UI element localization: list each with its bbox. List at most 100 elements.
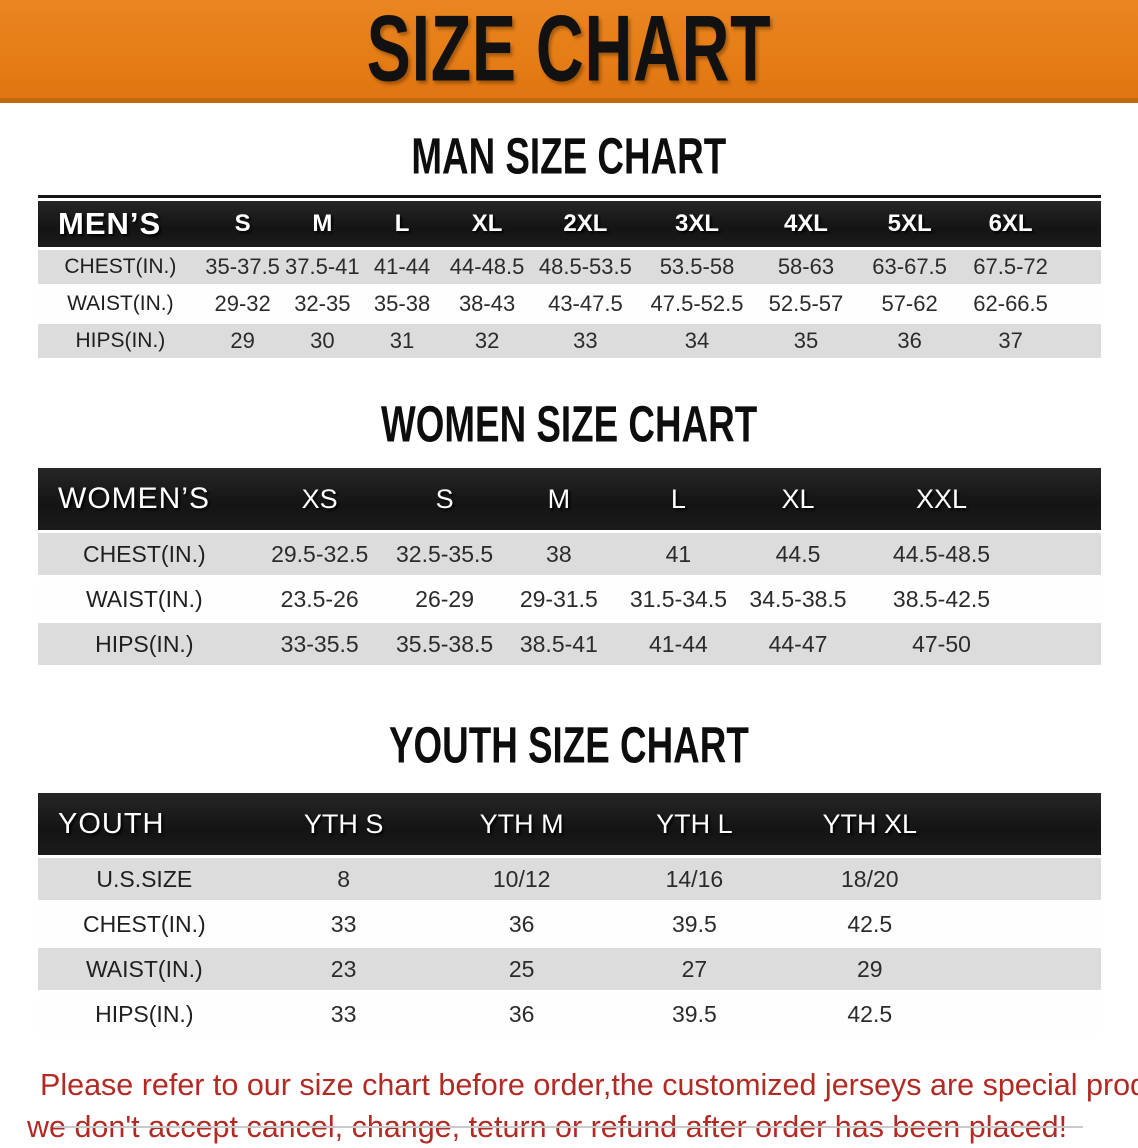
men-chest-row-cell-8: 63-67.5 (856, 250, 963, 284)
men-chest-row-cell-2: 37.5-41 (282, 250, 363, 284)
men-waist-row-cell-2: 32-35 (282, 287, 363, 321)
youth-hips-row-spacer-cell (957, 993, 1101, 1035)
women-header-row-cell-0: WOMEN’S (38, 468, 251, 530)
women-section-title: WOMEN SIZE CHART (0, 395, 1138, 452)
men-waist-row-cell-1: 29-32 (202, 287, 283, 321)
men-header-row-cell-4: XL (441, 201, 533, 247)
women-waist-row-cell-2: 26-29 (388, 578, 501, 620)
men-hips-row-cell-3: 31 (362, 324, 442, 358)
women-header-row-cell-1: XS (250, 468, 389, 530)
men-waist-row-cell-5: 43-47.5 (532, 287, 639, 321)
men-chest-row-spacer-cell (1058, 250, 1101, 284)
men-header-row-cell-1: S (202, 201, 283, 247)
men-chest-row-cell-3: 41-44 (362, 250, 442, 284)
men-header-row-cell-8: 5XL (856, 201, 963, 247)
youth-chest-row: CHEST(IN.) 33 36 39.5 42.5 (38, 903, 1101, 945)
men-waist-row: WAIST(IN.) 29-32 32-35 35-38 38-43 43-47.5 47.… (38, 287, 1101, 321)
youth-hips-row-cell-2: 36 (436, 993, 607, 1035)
youth-hips-row-cell-0: HIPS(IN.) (38, 993, 251, 1035)
men-chest-row-cell-4: 44-48.5 (441, 250, 533, 284)
youth-ussize-row-spacer-cell (957, 858, 1101, 900)
youth-waist-row-cell-3: 27 (606, 948, 783, 990)
women-hips-row-cell-0: HIPS(IN.) (38, 623, 251, 665)
men-chest-row-cell-5: 48.5-53.5 (532, 250, 639, 284)
women-hips-row-spacer-cell (1026, 623, 1101, 665)
women-waist-row-cell-0: WAIST(IN.) (38, 578, 251, 620)
women-chest-row-cell-5: 44.5 (739, 533, 857, 575)
men-header-row-cell-5: 2XL (532, 201, 639, 247)
women-chest-row-cell-1: 29.5-32.5 (250, 533, 389, 575)
men-waist-row-cell-6: 47.5-52.5 (638, 287, 756, 321)
women-header-row-spacer-cell (1026, 468, 1101, 530)
men-waist-row-cell-4: 38-43 (441, 287, 533, 321)
men-header-row-cell-2: M (282, 201, 363, 247)
women-waist-row-cell-5: 34.5-38.5 (739, 578, 857, 620)
men-hips-row-cell-6: 34 (638, 324, 756, 358)
youth-chest-row-cell-4: 42.5 (782, 903, 958, 945)
youth-ussize-row-cell-3: 14/16 (606, 858, 783, 900)
men-hips-row-cell-9: 37 (962, 324, 1059, 358)
men-hips-row-cell-1: 29 (202, 324, 283, 358)
youth-section-title: YOUTH SIZE CHART (0, 716, 1138, 774)
women-waist-row-spacer-cell (1026, 578, 1101, 620)
women-header-row-cell-4: L (617, 468, 740, 530)
youth-header-row-cell-2: YTH M (436, 793, 607, 855)
youth-chest-row-cell-2: 36 (436, 903, 607, 945)
men-section-title: MAN SIZE CHART (0, 127, 1138, 184)
youth-ussize-row-cell-2: 10/12 (436, 858, 607, 900)
women-chest-row-cell-3: 38 (500, 533, 618, 575)
men-header-row-cell-0: MEN’S (38, 201, 203, 247)
women-chest-row-cell-6: 44.5-48.5 (856, 533, 1027, 575)
men-header-row-spacer-cell (1058, 201, 1101, 247)
youth-waist-row-cell-4: 29 (782, 948, 958, 990)
youth-section-title-text: YOUTH SIZE CHART (389, 716, 749, 774)
youth-size-table: YOUTH YTH S YTH M YTH L YTH XL U.S.SIZE 8 10/1… (38, 790, 1101, 1038)
youth-chest-row-cell-0: CHEST(IN.) (38, 903, 251, 945)
youth-waist-row-cell-0: WAIST(IN.) (38, 948, 251, 990)
youth-header-row-cell-1: YTH S (250, 793, 437, 855)
women-hips-row-cell-3: 38.5-41 (500, 623, 618, 665)
women-chest-row-cell-0: CHEST(IN.) (38, 533, 251, 575)
mens-size-table: MEN’S S M L XL 2XL 3XL 4XL 5XL 6XL CHEST(IN.) 35-3… (38, 195, 1101, 361)
women-hips-row-cell-2: 35.5-38.5 (388, 623, 501, 665)
men-hips-row: HIPS(IN.) 29 30 31 32 33 34 35 36 37 (38, 324, 1101, 358)
youth-chest-row-cell-3: 39.5 (606, 903, 783, 945)
men-hips-row-cell-4: 32 (441, 324, 533, 358)
youth-ussize-row: U.S.SIZE 8 10/12 14/16 18/20 (38, 858, 1101, 900)
youth-header-row: YOUTH YTH S YTH M YTH L YTH XL (38, 793, 1101, 855)
size-chart-banner: SIZE CHART (0, 0, 1138, 103)
women-hips-row-cell-6: 47-50 (856, 623, 1027, 665)
women-waist-row-cell-6: 38.5-42.5 (856, 578, 1027, 620)
youth-header-row-cell-3: YTH L (606, 793, 783, 855)
men-waist-row-cell-8: 57-62 (856, 287, 963, 321)
women-header-row: WOMEN’S XS S M L XL XXL (38, 468, 1101, 530)
men-chest-row-cell-7: 58-63 (755, 250, 857, 284)
women-chest-row: CHEST(IN.) 29.5-32.5 32.5-35.5 38 41 44.5 44.5… (38, 533, 1101, 575)
men-chest-row-cell-1: 35-37.5 (202, 250, 283, 284)
women-waist-row-cell-1: 23.5-26 (250, 578, 389, 620)
women-header-row-cell-5: XL (739, 468, 857, 530)
women-header-row-cell-2: S (388, 468, 501, 530)
men-hips-row-cell-0: HIPS(IN.) (38, 324, 203, 358)
youth-hips-row-cell-3: 39.5 (606, 993, 783, 1035)
youth-chest-row-spacer-cell (957, 903, 1101, 945)
youth-hips-row-cell-4: 42.5 (782, 993, 958, 1035)
youth-hips-row-cell-1: 33 (250, 993, 437, 1035)
men-hips-row-cell-8: 36 (856, 324, 963, 358)
men-header-row-cell-9: 6XL (962, 201, 1059, 247)
youth-header-row-cell-4: YTH XL (782, 793, 958, 855)
men-waist-row-cell-9: 62-66.5 (962, 287, 1059, 321)
men-chest-row-cell-0: CHEST(IN.) (38, 250, 203, 284)
women-hips-row: HIPS(IN.) 33-35.5 35.5-38.5 38.5-41 41-44 44-… (38, 623, 1101, 665)
women-chest-row-cell-4: 41 (617, 533, 740, 575)
men-chest-row-cell-9: 67.5-72 (962, 250, 1059, 284)
women-waist-row-cell-4: 31.5-34.5 (617, 578, 740, 620)
youth-header-row-cell-0: YOUTH (38, 793, 251, 855)
women-waist-row: WAIST(IN.) 23.5-26 26-29 29-31.5 31.5-34.5 34… (38, 578, 1101, 620)
men-chest-row-cell-6: 53.5-58 (638, 250, 756, 284)
women-header-row-cell-3: M (500, 468, 618, 530)
men-waist-row-spacer-cell (1058, 287, 1101, 321)
womens-size-table: WOMEN’S XS S M L XL XXL CHEST(IN.) 29.5-32.5 32.… (38, 465, 1101, 668)
men-hips-row-cell-7: 35 (755, 324, 857, 358)
